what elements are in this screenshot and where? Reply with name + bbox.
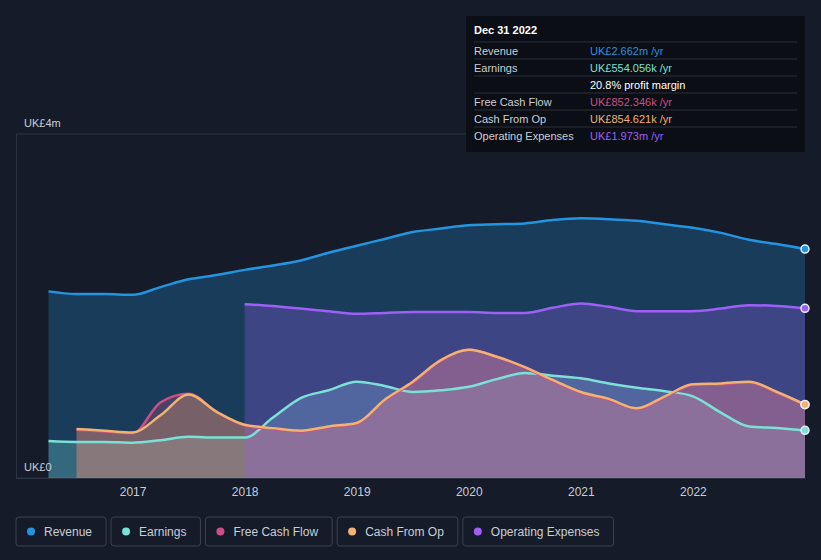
tooltip-box <box>466 16 805 152</box>
x-tick-label: 2017 <box>120 485 147 499</box>
end-marker <box>801 426 809 434</box>
x-tick-label: 2022 <box>680 485 707 499</box>
x-tick-label: 2019 <box>344 485 371 499</box>
tooltip-label: Earnings <box>474 62 518 74</box>
legend-label[interactable]: Revenue <box>44 525 92 539</box>
tooltip-separator <box>474 59 797 60</box>
series-area <box>49 218 805 478</box>
tooltip-label: Operating Expenses <box>474 130 574 142</box>
legend-label[interactable]: Earnings <box>139 525 186 539</box>
series-line <box>49 218 805 295</box>
end-marker <box>801 401 809 409</box>
x-axis: 2017 2018 2019 2020 2021 2022 <box>17 478 806 499</box>
x-tick-label: 2020 <box>456 485 483 499</box>
tooltip-value: UK£1.973m /yr <box>590 130 664 142</box>
tooltip: Dec 31 2022 Revenue UK£2.662m /yr Earnings U… <box>466 16 805 152</box>
tooltip-title: Dec 31 2022 <box>474 24 537 36</box>
tooltip-value: UK£854.621k /yr <box>590 113 672 125</box>
series-line <box>77 350 805 433</box>
y-tick: UK£0 <box>16 461 52 479</box>
x-tick: 2022 <box>680 478 707 499</box>
tooltip-label: Revenue <box>474 45 518 57</box>
tooltip-value: UK£852.346k /yr <box>590 96 672 108</box>
legend-swatch[interactable] <box>348 528 356 536</box>
plot-area <box>49 218 805 478</box>
end-markers <box>801 245 809 434</box>
x-tick: 2017 <box>120 478 147 499</box>
x-tick-label: 2021 <box>568 485 595 499</box>
legend-box[interactable] <box>205 517 332 546</box>
grid <box>16 134 805 478</box>
y-axis-line <box>16 135 17 479</box>
legend-label[interactable]: Cash From Op <box>365 525 444 539</box>
x-axis-line <box>17 478 806 479</box>
tooltip-separator <box>474 110 797 111</box>
series-line <box>77 350 805 433</box>
end-marker <box>801 401 809 409</box>
legend-box[interactable] <box>111 517 200 546</box>
y-tick: UK£4m <box>16 117 61 135</box>
x-tick: 2020 <box>456 478 483 499</box>
legend-box[interactable] <box>337 517 458 546</box>
x-tick-label: 2018 <box>232 485 259 499</box>
tooltip-separator <box>474 93 797 94</box>
x-tick: 2019 <box>344 478 371 499</box>
tooltip-value: UK£2.662m /yr <box>590 45 664 57</box>
legend-item[interactable]: Cash From Op <box>337 517 458 546</box>
legend-item[interactable]: Revenue <box>16 517 106 546</box>
legend-swatch[interactable] <box>27 528 35 536</box>
end-marker <box>801 304 809 312</box>
tooltip-label: Free Cash Flow <box>474 96 552 108</box>
legend-box[interactable] <box>16 517 106 546</box>
chart: 2017 2018 2019 2020 2021 2022 UK£0 UK£4m Dec 31 … <box>0 0 821 560</box>
tooltip-separator <box>474 76 797 77</box>
y-axis: UK£0 UK£4m <box>16 117 61 479</box>
legend: Revenue Earnings Free Cash Flow Cash From O… <box>16 517 614 546</box>
y-tick-label: UK£4m <box>24 117 61 129</box>
legend-swatch[interactable] <box>122 528 130 536</box>
end-marker <box>801 245 809 253</box>
legend-item[interactable]: Operating Expenses <box>463 517 614 546</box>
tooltip-value: UK£554.056k /yr <box>590 62 672 74</box>
tooltip-separator <box>474 127 797 128</box>
legend-box[interactable] <box>463 517 614 546</box>
tooltip-separator <box>474 42 797 43</box>
x-tick: 2021 <box>568 478 595 499</box>
legend-label[interactable]: Free Cash Flow <box>233 525 318 539</box>
y-tick-label: UK£0 <box>24 461 52 473</box>
legend-item[interactable]: Earnings <box>111 517 200 546</box>
tooltip-value: 20.8% profit margin <box>590 79 685 91</box>
legend-swatch[interactable] <box>474 528 482 536</box>
tooltip-label: Cash From Op <box>474 113 546 125</box>
x-tick: 2018 <box>232 478 259 499</box>
series-line <box>245 303 805 313</box>
legend-item[interactable]: Free Cash Flow <box>205 517 332 546</box>
legend-label[interactable]: Operating Expenses <box>491 525 600 539</box>
legend-swatch[interactable] <box>216 528 224 536</box>
